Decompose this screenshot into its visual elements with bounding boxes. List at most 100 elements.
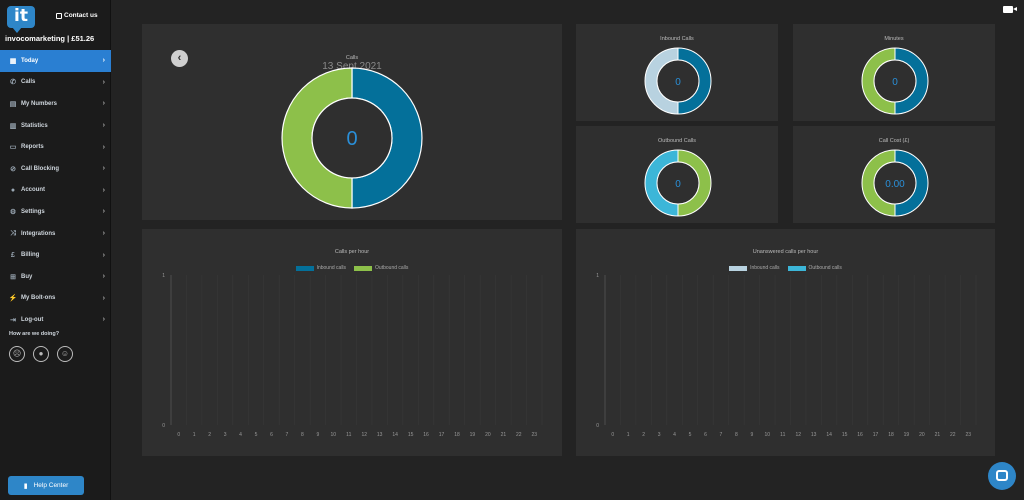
help-center-button[interactable]: ▮ Help Center (8, 476, 84, 495)
minutes-donut: 0 (861, 47, 929, 115)
minutes-panel: Minutes 0 (793, 24, 995, 121)
x-tick-label: 21 (501, 432, 507, 438)
legend-label-inbound: Inbound calls (750, 265, 780, 271)
sidebar-item-buy[interactable]: ⊞ Buy › (0, 266, 111, 288)
legend-swatch-outbound (787, 265, 806, 271)
x-tick-label: 13 (811, 432, 817, 438)
legend-swatch-inbound (729, 265, 748, 271)
contact-us-link[interactable]: Contact us (56, 12, 98, 19)
outbound-donut: 0 (644, 149, 712, 217)
legend-label-outbound: Outbound calls (375, 265, 409, 271)
x-tick-label: 14 (392, 432, 398, 438)
unanswered-calls-title: Unanswered calls per hour (752, 249, 819, 255)
legend-item-outbound[interactable]: Outbound calls (787, 265, 842, 271)
outbound-calls-title: Outbound Calls (658, 138, 696, 144)
y-tick-label: 1 (162, 273, 165, 279)
phone-icon: ✆ (10, 79, 16, 87)
sidebar-item-my-bolt-ons[interactable]: ⚡ My Bolt-ons › (0, 288, 111, 310)
legend-item-inbound[interactable]: Inbound calls (295, 265, 347, 271)
book-icon: ▮ (23, 482, 28, 490)
x-tick-label: 2 (642, 432, 645, 438)
sidebar-item-calls[interactable]: ✆ Calls › (0, 72, 111, 94)
gear-icon: ⚙ (9, 208, 17, 216)
x-tick-label: 8 (735, 432, 738, 438)
legend-label-inbound: Inbound calls (316, 265, 347, 271)
x-tick-label: 20 (919, 432, 925, 438)
unanswered-calls-chart: 010 1 2 3 4 5 6 7 8 9 10 11 12 13 14 15 16 17 18 19 20 21 22 23 (596, 273, 977, 438)
contact-us-label: Contact us (64, 12, 98, 19)
sidebar-item-label: Integrations (21, 230, 56, 237)
video-camera-icon[interactable] (1003, 6, 1017, 13)
happy-face-icon[interactable]: ☺ (57, 346, 73, 362)
logout-icon: ⇥ (10, 316, 16, 324)
sidebar-item-label: Reports (21, 144, 44, 151)
unanswered-calls-panel: Unanswered calls per hour Inbound calls … (576, 229, 995, 456)
x-tick-label: 15 (408, 432, 414, 438)
x-tick-label: 9 (750, 432, 753, 438)
x-tick-label: 9 (316, 432, 319, 438)
x-tick-label: 4 (239, 432, 242, 438)
block-icon: ⊘ (10, 165, 16, 173)
sidebar-item-label: Calls (21, 79, 36, 86)
chevron-right-icon: › (102, 294, 105, 302)
sidebar-item-log-out[interactable]: ⇥ Log-out › (0, 309, 111, 331)
calls-chart-title: Calls (345, 55, 359, 61)
sidebar-item-label: Account (21, 187, 45, 194)
calls-donut-chart: 0 (281, 67, 423, 209)
x-tick-label: 0 (177, 432, 180, 438)
calls-per-hour-chart: 010 1 2 3 4 5 6 7 8 9 10 11 12 13 14 15 16 17 18 19 20 21 22 23 (162, 273, 543, 438)
back-arrow-button[interactable]: ‹ (171, 50, 188, 67)
sidebar-item-account[interactable]: ● Account › (0, 180, 111, 202)
legend-item-outbound[interactable]: Outbound calls (354, 265, 408, 271)
logo[interactable]: it (7, 6, 35, 33)
inbound-value: 0 (675, 77, 681, 88)
x-tick-label: 3 (658, 432, 661, 438)
account-balance: invocomarketing | £51.26 (5, 34, 95, 43)
x-tick-label: 2 (208, 432, 211, 438)
sidebar-item-integrations[interactable]: ⤨ Integrations › (0, 223, 111, 245)
x-tick-label: 5 (689, 432, 692, 438)
x-tick-label: 1 (193, 432, 196, 438)
cart-icon: ⊞ (10, 273, 16, 281)
sidebar-item-today[interactable]: ▦ Today › (0, 50, 111, 72)
sidebar-item-settings[interactable]: ⚙ Settings › (0, 201, 111, 223)
x-tick-label: 12 (795, 432, 801, 438)
call-cost-panel: Call Cost (£) 0.00 (793, 126, 995, 223)
sidebar-item-call-blocking[interactable]: ⊘ Call Blocking › (0, 158, 111, 180)
x-tick-label: 4 (673, 432, 676, 438)
shuffle-icon: ⤨ (10, 229, 16, 237)
x-tick-label: 13 (377, 432, 383, 438)
x-tick-label: 22 (950, 432, 956, 438)
x-tick-label: 10 (765, 432, 771, 438)
x-tick-label: 7 (286, 432, 289, 438)
calls-per-hour-panel: Calls per hour Inbound calls Outbound ca… (142, 229, 562, 456)
date-heading: 13 Sept 2021 (322, 61, 382, 72)
x-tick-label: 8 (301, 432, 304, 438)
inbound-calls-panel: Inbound Calls 0 (576, 24, 778, 121)
sidebar-item-label: My Numbers (21, 100, 58, 107)
sidebar-item-billing[interactable]: £ Billing › (0, 244, 111, 266)
x-tick-label: 12 (361, 432, 367, 438)
sidebar-item-statistics[interactable]: ▥ Statistics › (0, 115, 111, 137)
x-tick-label: 22 (516, 432, 522, 438)
sidebar-item-my-numbers[interactable]: ▤ My Numbers › (0, 93, 111, 115)
user-icon: ● (10, 186, 16, 194)
inbound-donut: 0 (644, 47, 712, 115)
y-tick-label: 1 (596, 273, 599, 279)
sad-face-icon[interactable]: ☹ (9, 346, 25, 362)
sidebar-item-label: Today (21, 57, 39, 64)
legend-item-inbound[interactable]: Inbound calls (729, 265, 780, 271)
chart-icon: ▥ (9, 122, 17, 130)
neutral-face-icon[interactable]: ● (33, 346, 49, 362)
y-tick-label: 0 (596, 423, 599, 429)
chat-icon (996, 470, 1008, 481)
x-tick-label: 6 (704, 432, 707, 438)
x-tick-label: 18 (888, 432, 894, 438)
sidebar-item-reports[interactable]: ▭ Reports › (0, 136, 111, 158)
x-tick-label: 16 (423, 432, 429, 438)
chat-launcher-button[interactable] (988, 462, 1016, 490)
chevron-right-icon: › (102, 100, 105, 108)
x-tick-label: 16 (857, 432, 863, 438)
today-calls-panel: ‹ 13 Sept 2021 Calls 0 (142, 24, 562, 220)
